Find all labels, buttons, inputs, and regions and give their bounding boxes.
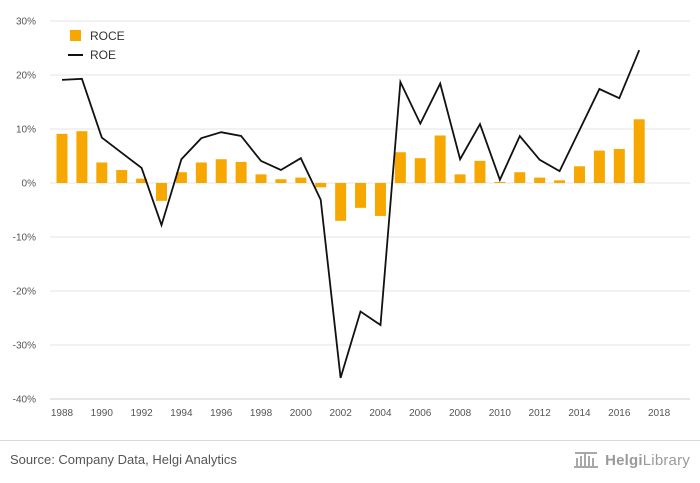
legend-label-roce: ROCE (90, 29, 125, 43)
y-tick-label: 0% (22, 179, 37, 190)
roce-bar[interactable] (355, 183, 367, 208)
x-tick-label: 2012 (529, 408, 552, 419)
x-tick-label: 1992 (130, 408, 153, 419)
library-building-icon (574, 452, 599, 468)
roce-bar[interactable] (56, 133, 68, 183)
roce-bar[interactable] (554, 180, 566, 183)
x-tick-label: 2014 (568, 408, 591, 419)
roce-bar[interactable] (76, 131, 88, 183)
x-tick-label: 2016 (608, 408, 631, 419)
roce-bar[interactable] (593, 150, 605, 183)
roce-bar[interactable] (434, 135, 446, 183)
x-tick-label: 1990 (91, 408, 114, 419)
y-tick-label: 10% (16, 125, 36, 136)
roce-bar[interactable] (454, 174, 466, 183)
x-tick-label: 2010 (489, 408, 512, 419)
roce-bar[interactable] (195, 162, 207, 183)
y-tick-label: 30% (16, 17, 36, 28)
x-tick-label: 1996 (210, 408, 233, 419)
x-tick-label: 1988 (51, 408, 74, 419)
roce-bar[interactable] (613, 148, 625, 183)
y-tick-label: -30% (13, 341, 36, 352)
roce-bar[interactable] (136, 178, 148, 183)
roce-bar[interactable] (215, 159, 227, 183)
brand-name: HelgiLibrary (605, 451, 690, 469)
roce-bar[interactable] (175, 172, 187, 183)
roce-bar[interactable] (255, 174, 267, 183)
x-tick-label: 2000 (290, 408, 313, 419)
y-tick-label: -40% (13, 395, 36, 406)
x-tick-label: 2004 (369, 408, 392, 419)
roce-bar[interactable] (534, 177, 546, 183)
x-tick-label: 2008 (449, 408, 472, 419)
legend-swatch-roce (70, 30, 81, 41)
roce-bar[interactable] (474, 160, 486, 183)
x-tick-label: 2006 (409, 408, 432, 419)
x-tick-label: 2018 (648, 408, 671, 419)
roce-bar[interactable] (275, 179, 287, 183)
x-tick-label: 2002 (330, 408, 353, 419)
roce-bar[interactable] (514, 172, 526, 183)
y-tick-label: -20% (13, 287, 36, 298)
helgi-library-logo[interactable]: HelgiLibrary (573, 450, 690, 470)
roce-roe-chart: 30% 20% 10% 0% -10% -20% -30% -40% 1988 1990 1992 1… (13, 17, 690, 419)
roce-bar[interactable] (394, 152, 406, 183)
x-tick-label: 1998 (250, 408, 273, 419)
roe-line[interactable] (61, 49, 641, 379)
roce-bar[interactable] (414, 158, 426, 183)
roce-bar[interactable] (335, 183, 347, 221)
source-note: Source: Company Data, Helgi Analytics (10, 452, 237, 467)
x-tick-label: 1994 (170, 408, 193, 419)
y-tick-label: -10% (13, 233, 36, 244)
roce-bar[interactable] (156, 183, 168, 201)
roce-bar[interactable] (116, 170, 128, 183)
roce-bar[interactable] (96, 162, 108, 183)
roce-bar[interactable] (235, 161, 247, 183)
legend-label-roe: ROE (90, 48, 116, 62)
roce-bar[interactable] (295, 177, 307, 183)
y-tick-label: 20% (16, 71, 36, 82)
roce-bar[interactable] (633, 119, 645, 183)
footer: Source: Company Data, Helgi Analytics He… (0, 440, 700, 483)
roce-bar[interactable] (494, 181, 506, 183)
roce-bar[interactable] (374, 183, 386, 216)
roce-bar[interactable] (315, 183, 327, 188)
roce-bar[interactable] (573, 166, 585, 183)
